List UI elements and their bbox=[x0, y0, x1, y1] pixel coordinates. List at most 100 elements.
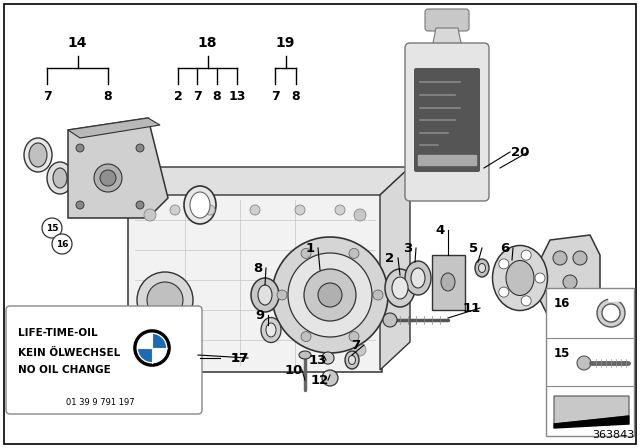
Text: 12: 12 bbox=[311, 374, 329, 387]
Text: LIFE-TIME-OIL: LIFE-TIME-OIL bbox=[18, 328, 98, 338]
FancyBboxPatch shape bbox=[128, 193, 382, 372]
Text: 8: 8 bbox=[292, 90, 300, 103]
Wedge shape bbox=[152, 333, 167, 348]
Text: 17: 17 bbox=[231, 352, 249, 365]
Wedge shape bbox=[137, 333, 152, 348]
Ellipse shape bbox=[47, 162, 73, 194]
Text: 7: 7 bbox=[193, 90, 202, 103]
FancyBboxPatch shape bbox=[4, 4, 636, 444]
Text: 8: 8 bbox=[253, 262, 262, 275]
Text: 10: 10 bbox=[285, 363, 303, 376]
Polygon shape bbox=[432, 28, 462, 48]
Circle shape bbox=[335, 205, 345, 215]
Ellipse shape bbox=[251, 278, 279, 312]
Circle shape bbox=[349, 249, 359, 258]
Ellipse shape bbox=[479, 263, 486, 272]
Wedge shape bbox=[137, 348, 152, 363]
Circle shape bbox=[521, 296, 531, 306]
Circle shape bbox=[205, 205, 215, 215]
Text: 13: 13 bbox=[309, 353, 327, 366]
Ellipse shape bbox=[493, 246, 547, 310]
Text: 5: 5 bbox=[469, 241, 479, 254]
Polygon shape bbox=[540, 235, 600, 325]
Ellipse shape bbox=[258, 285, 272, 305]
Text: 20: 20 bbox=[511, 146, 529, 159]
Circle shape bbox=[318, 283, 342, 307]
Polygon shape bbox=[432, 255, 465, 310]
Text: 19: 19 bbox=[276, 36, 295, 50]
Text: 7: 7 bbox=[351, 339, 360, 352]
Circle shape bbox=[535, 273, 545, 283]
FancyBboxPatch shape bbox=[546, 288, 634, 436]
Circle shape bbox=[573, 251, 587, 265]
Circle shape bbox=[301, 332, 311, 341]
Text: 4: 4 bbox=[435, 224, 445, 237]
Ellipse shape bbox=[405, 261, 431, 295]
Ellipse shape bbox=[385, 269, 415, 307]
Text: 7: 7 bbox=[43, 90, 51, 103]
Circle shape bbox=[136, 144, 144, 152]
Circle shape bbox=[373, 290, 383, 300]
Circle shape bbox=[137, 272, 193, 328]
Ellipse shape bbox=[261, 318, 281, 343]
Ellipse shape bbox=[53, 168, 67, 188]
Text: 9: 9 bbox=[255, 309, 264, 322]
Ellipse shape bbox=[100, 170, 116, 186]
Polygon shape bbox=[380, 167, 410, 370]
Circle shape bbox=[349, 332, 359, 341]
Circle shape bbox=[144, 209, 156, 221]
Circle shape bbox=[76, 201, 84, 209]
Ellipse shape bbox=[506, 260, 534, 296]
Circle shape bbox=[250, 205, 260, 215]
Circle shape bbox=[553, 251, 567, 265]
Circle shape bbox=[304, 269, 356, 321]
Text: 1: 1 bbox=[305, 241, 315, 254]
Text: 2: 2 bbox=[173, 90, 182, 103]
Ellipse shape bbox=[94, 164, 122, 192]
Circle shape bbox=[272, 237, 388, 353]
Ellipse shape bbox=[475, 259, 489, 277]
Circle shape bbox=[136, 201, 144, 209]
Ellipse shape bbox=[266, 323, 276, 337]
Text: 18: 18 bbox=[198, 36, 217, 50]
Text: 8: 8 bbox=[104, 90, 112, 103]
Polygon shape bbox=[68, 118, 168, 218]
Text: 16: 16 bbox=[56, 240, 68, 249]
Ellipse shape bbox=[24, 138, 52, 172]
Ellipse shape bbox=[190, 192, 210, 218]
FancyBboxPatch shape bbox=[425, 9, 469, 31]
Circle shape bbox=[323, 353, 333, 363]
Ellipse shape bbox=[349, 356, 355, 365]
Circle shape bbox=[324, 372, 330, 378]
Text: 01 39 9 791 197: 01 39 9 791 197 bbox=[66, 398, 134, 407]
Circle shape bbox=[134, 330, 170, 366]
Text: 363843: 363843 bbox=[592, 430, 634, 440]
Ellipse shape bbox=[577, 356, 591, 370]
Text: 6: 6 bbox=[500, 241, 509, 254]
FancyBboxPatch shape bbox=[405, 43, 489, 201]
Text: 8: 8 bbox=[212, 90, 221, 103]
Ellipse shape bbox=[383, 313, 397, 327]
Ellipse shape bbox=[441, 273, 455, 291]
Ellipse shape bbox=[322, 352, 334, 364]
Ellipse shape bbox=[184, 186, 216, 224]
Circle shape bbox=[499, 287, 509, 297]
Circle shape bbox=[553, 298, 567, 312]
Circle shape bbox=[354, 209, 366, 221]
Polygon shape bbox=[68, 118, 160, 138]
Circle shape bbox=[295, 205, 305, 215]
Text: 11: 11 bbox=[463, 302, 481, 314]
Circle shape bbox=[277, 290, 287, 300]
Text: 3: 3 bbox=[403, 241, 413, 254]
Circle shape bbox=[144, 344, 156, 356]
Circle shape bbox=[288, 253, 372, 337]
Text: KEIN ÖLWECHSEL: KEIN ÖLWECHSEL bbox=[18, 348, 120, 358]
Polygon shape bbox=[130, 167, 410, 195]
Polygon shape bbox=[418, 155, 476, 165]
Text: 2: 2 bbox=[385, 251, 395, 264]
Text: NO OIL CHANGE: NO OIL CHANGE bbox=[18, 365, 111, 375]
Polygon shape bbox=[554, 416, 629, 428]
Ellipse shape bbox=[29, 143, 47, 167]
Circle shape bbox=[147, 282, 183, 318]
FancyBboxPatch shape bbox=[6, 306, 202, 414]
